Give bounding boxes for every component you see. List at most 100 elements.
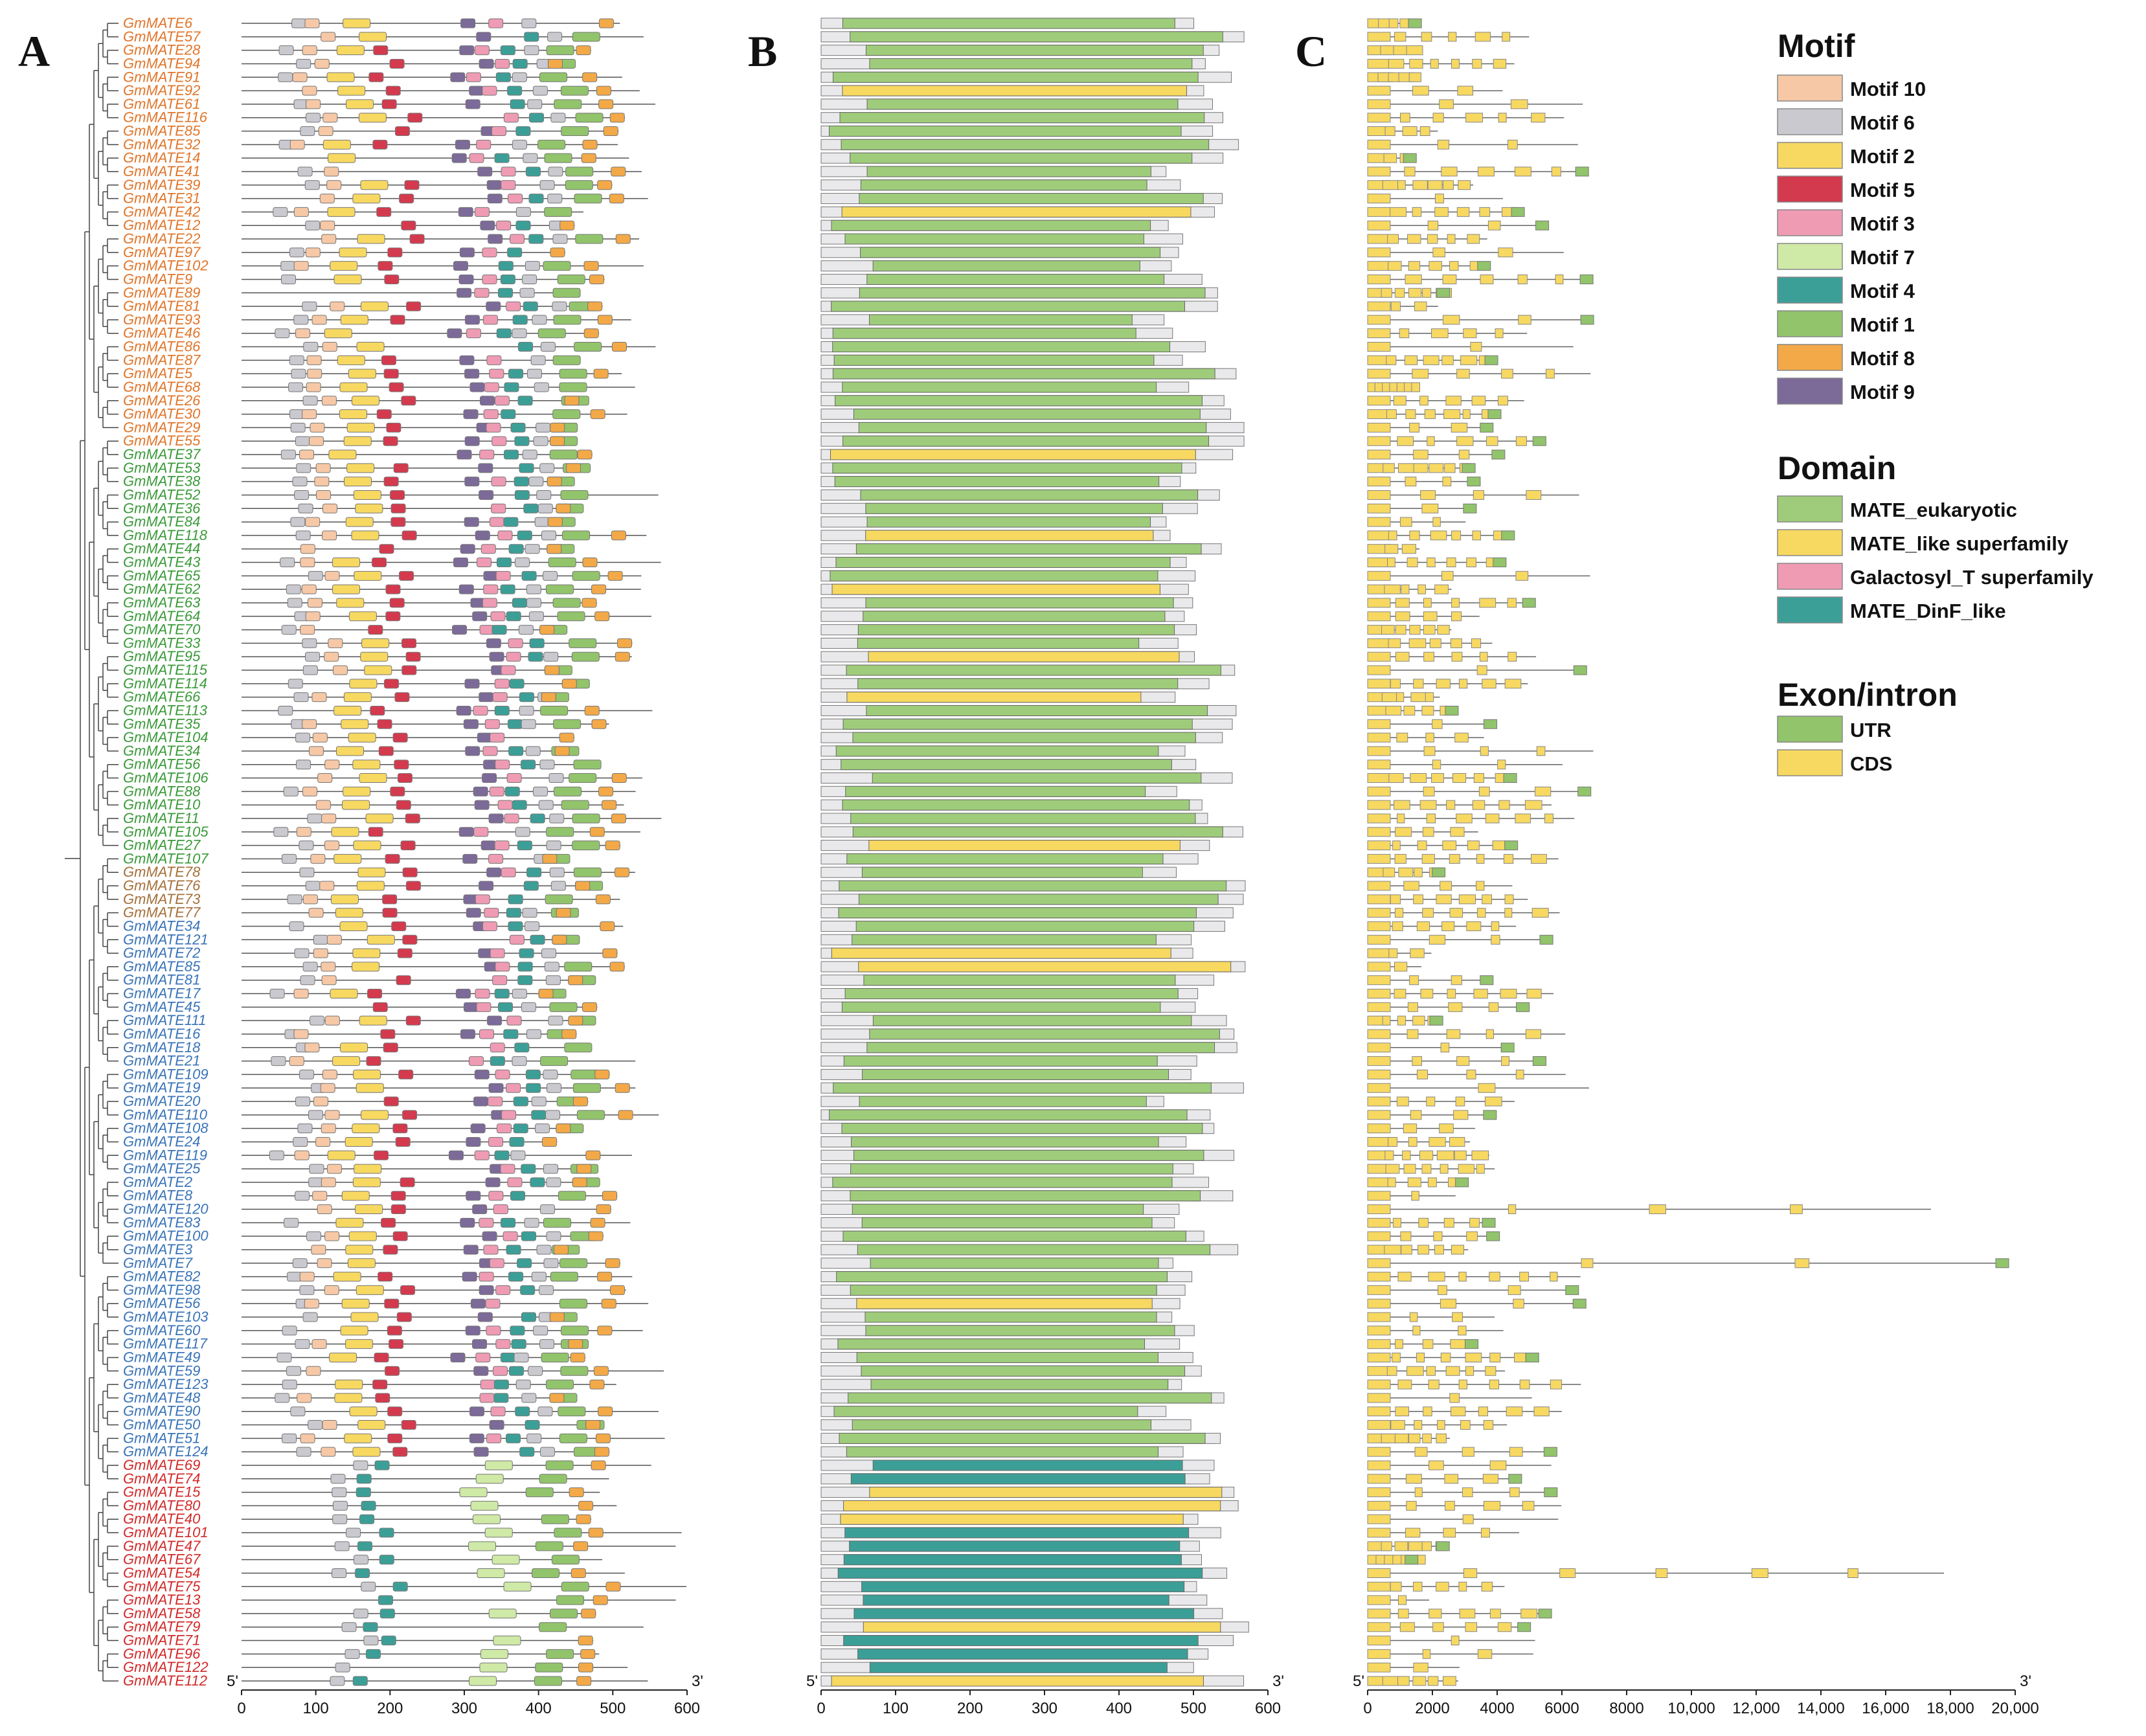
- domain-box: [858, 422, 1207, 433]
- cds-exon: [1472, 530, 1481, 541]
- legend-swatch: [1777, 495, 1843, 523]
- cds-exon: [1367, 1474, 1391, 1484]
- motif-box: [398, 1069, 414, 1079]
- motif-box: [534, 517, 550, 527]
- motif-box: [525, 1069, 541, 1079]
- utr-exon: [1486, 1231, 1500, 1241]
- motif-box: [281, 625, 297, 635]
- motif-box: [463, 1245, 479, 1255]
- cds-exon: [1367, 1352, 1391, 1362]
- gene-label: GmMATE40: [123, 1511, 201, 1527]
- gene-label: GmMATE55: [123, 433, 201, 449]
- domain-box: [842, 435, 1210, 447]
- utr-exon: [1501, 530, 1515, 541]
- cds-exon: [1422, 827, 1434, 837]
- cds-exon: [1394, 1433, 1409, 1443]
- motif-box: [355, 1568, 370, 1578]
- cds-exon: [1482, 679, 1497, 689]
- cds-exon: [1454, 732, 1469, 743]
- motif-box: [303, 342, 319, 352]
- cds-exon: [1367, 1608, 1391, 1619]
- domain-box: [860, 489, 1199, 501]
- motif-box: [498, 261, 514, 271]
- cds-exon: [1450, 827, 1465, 837]
- cds-exon: [1445, 396, 1462, 406]
- cds-exon: [1465, 1622, 1478, 1632]
- cds-exon: [1497, 1622, 1512, 1632]
- cds-exon: [1408, 1433, 1421, 1443]
- motif-box: [405, 651, 421, 662]
- cds-exon: [1449, 853, 1460, 864]
- utr-exon: [1544, 1487, 1558, 1498]
- cds-exon: [1367, 934, 1391, 945]
- motif-box: [593, 1595, 608, 1605]
- cds-exon: [1449, 1393, 1460, 1403]
- cds-exon: [1458, 180, 1471, 190]
- motif-box: [546, 45, 574, 56]
- motif-box: [483, 409, 499, 420]
- motif-box: [297, 166, 313, 177]
- motif-box: [392, 732, 408, 743]
- cds-exon: [1458, 1379, 1467, 1390]
- legend-swatch: [1777, 74, 1843, 102]
- motif-box: [487, 1015, 503, 1026]
- motif-box: [513, 1096, 528, 1107]
- motif-box: [489, 1258, 504, 1268]
- domain-box: [833, 354, 1155, 366]
- motif-box: [558, 1191, 586, 1201]
- motif-box: [559, 368, 587, 379]
- motif-box: [349, 679, 378, 689]
- gene-label: GmMATE114: [123, 675, 207, 692]
- motif-box: [525, 544, 540, 554]
- cds-exon: [1384, 544, 1399, 554]
- cds-exon: [1367, 1123, 1391, 1134]
- cds-exon: [1451, 651, 1463, 662]
- cds-exon: [1403, 881, 1419, 891]
- gene-label: GmMATE3: [123, 1241, 193, 1257]
- cds-exon: [1367, 477, 1391, 487]
- cds-exon: [1501, 1056, 1509, 1066]
- motif-box: [615, 867, 630, 877]
- cds-exon: [1441, 570, 1454, 581]
- motif-box: [308, 908, 324, 918]
- motif-box: [321, 1177, 336, 1188]
- motif-box: [483, 1245, 499, 1255]
- cds-exon: [1367, 786, 1391, 796]
- motif-box: [573, 867, 602, 877]
- motif-box: [291, 368, 306, 379]
- cds-exon: [1413, 449, 1429, 460]
- motif-box: [576, 1110, 605, 1120]
- cds-exon: [1489, 1460, 1507, 1471]
- gene-label: GmMATE21: [123, 1053, 200, 1069]
- domain-box: [862, 1068, 1169, 1080]
- cds-exon: [1395, 598, 1410, 608]
- cds-exon: [1412, 180, 1428, 190]
- motif-box: [293, 1136, 308, 1147]
- motif-box: [383, 477, 399, 487]
- motif-box: [376, 409, 392, 420]
- motif-box: [539, 72, 568, 82]
- cds-exon: [1367, 490, 1391, 500]
- cds-exon: [1406, 1366, 1424, 1376]
- cds-exon: [1401, 1245, 1412, 1255]
- cds-exon: [1515, 570, 1529, 581]
- motif-box: [526, 1083, 541, 1093]
- motif-box: [493, 1636, 521, 1646]
- motif-box: [535, 1123, 550, 1134]
- cds-exon: [1395, 1339, 1403, 1349]
- legend-swatch: [1777, 175, 1843, 203]
- motif-box: [459, 247, 475, 258]
- motif-box: [293, 315, 309, 325]
- motif-box: [528, 194, 544, 204]
- cds-exon: [1387, 558, 1395, 568]
- motif-box: [503, 1029, 519, 1039]
- motif-box: [508, 921, 523, 931]
- domain-box: [865, 45, 1204, 56]
- motif-box: [615, 234, 631, 244]
- cds-exon: [1520, 1608, 1538, 1619]
- domain-box: [872, 1460, 1183, 1471]
- motif-box: [343, 477, 372, 487]
- motif-box: [495, 1069, 510, 1079]
- motif-box: [491, 436, 507, 446]
- cds-exon: [1794, 1258, 1810, 1268]
